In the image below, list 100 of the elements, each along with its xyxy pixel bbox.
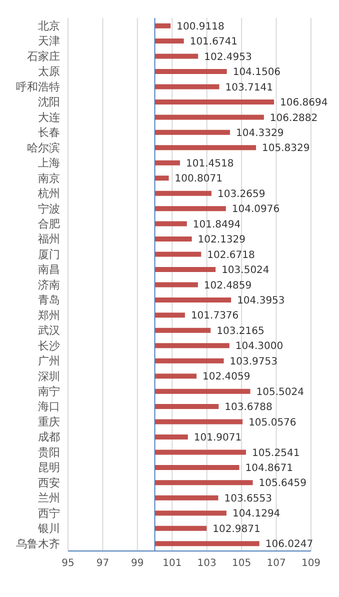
bar (154, 541, 260, 546)
data-label: 102.4059 (202, 372, 250, 383)
data-label: 101.8494 (192, 219, 241, 230)
y-tick-label: 石家庄 (27, 50, 60, 63)
y-tick-label: 广州 (38, 354, 60, 368)
bar (154, 328, 211, 333)
y-tick-label: 大连 (38, 110, 60, 124)
data-label: 102.4953 (204, 52, 252, 63)
y-tick-label: 沈阳 (38, 96, 60, 109)
y-tick-label: 长沙 (38, 339, 60, 352)
data-label: 106.8694 (280, 98, 328, 109)
y-tick-label: 成都 (38, 430, 60, 444)
bar (154, 282, 198, 288)
bar (154, 38, 184, 44)
y-tick-label: 哈尔滨 (27, 141, 60, 154)
data-label: 100.8071 (174, 174, 223, 185)
y-tick-label: 西安 (38, 476, 60, 490)
y-tick-label: 银川 (37, 522, 60, 536)
y-tick-label: 西宁 (38, 506, 60, 520)
bar (154, 221, 187, 226)
bar (154, 312, 185, 318)
y-tick-label: 杭州 (37, 187, 60, 200)
data-label: 102.4859 (204, 280, 252, 292)
data-label: 104.8671 (245, 463, 293, 474)
y-tick-label: 昆明 (38, 461, 60, 474)
x-tick-label: 107 (266, 558, 286, 570)
bar (154, 388, 250, 394)
data-label: 101.9071 (194, 432, 242, 444)
y-tick-label: 福州 (38, 232, 60, 246)
bar (154, 236, 192, 242)
data-label: 101.4518 (186, 158, 234, 170)
data-label: 102.1329 (198, 234, 246, 246)
bar (154, 419, 243, 424)
y-tick-label: 长春 (38, 126, 60, 140)
y-tick-label: 南京 (38, 172, 60, 185)
y-tick-label: 南昌 (38, 263, 60, 276)
x-tick-label: 97 (96, 558, 110, 570)
bar (154, 23, 171, 28)
y-tick-label: 深圳 (38, 370, 60, 383)
bar (154, 252, 202, 257)
y-tick-label: 济南 (38, 278, 60, 292)
data-label: 105.8329 (262, 143, 310, 154)
data-label: 101.6741 (190, 36, 238, 48)
data-label: 103.9753 (230, 356, 278, 368)
data-label: 104.1294 (232, 508, 280, 520)
data-label: 105.0576 (248, 417, 296, 428)
x-tick-label: 103 (197, 558, 216, 570)
data-label: 106.0247 (265, 539, 314, 550)
x-tick-label: 101 (162, 558, 182, 570)
data-label: 104.3000 (235, 341, 284, 352)
y-tick-label: 宁波 (38, 202, 60, 216)
bar (154, 450, 246, 455)
bar (154, 54, 198, 59)
bar (154, 464, 240, 470)
data-label: 104.3329 (236, 128, 284, 139)
y-tick-label: 武汉 (38, 324, 60, 338)
data-label: 101.7376 (190, 310, 239, 322)
y-tick-label: 乌鲁木齐 (16, 537, 60, 550)
data-label: 103.2165 (216, 326, 264, 337)
bar (154, 69, 227, 74)
y-tick-label: 海口 (38, 400, 60, 414)
x-tick-label: 105 (232, 558, 252, 570)
data-label: 105.6459 (258, 478, 306, 490)
data-label: 104.0976 (232, 204, 280, 216)
data-label: 105.5024 (256, 386, 304, 398)
data-label: 102.6718 (207, 250, 255, 261)
bar (154, 206, 226, 212)
bar (154, 343, 230, 348)
bar (154, 358, 224, 364)
data-label: 103.6553 (224, 493, 272, 504)
data-label: 103.2659 (217, 188, 266, 200)
bar (154, 176, 169, 181)
y-tick-label: 南宁 (38, 385, 60, 398)
data-label: 103.6788 (224, 402, 272, 414)
y-tick-label: 呼和浩特 (16, 80, 60, 94)
y-tick-label: 合肥 (38, 217, 60, 230)
y-tick-label: 天津 (38, 34, 60, 48)
x-tick-label: 95 (62, 558, 74, 570)
y-tick-label: 重庆 (38, 415, 60, 428)
x-tick-label: 109 (301, 558, 321, 570)
data-label: 102.9871 (212, 524, 260, 535)
y-tick-label: 兰州 (38, 492, 60, 505)
bar (154, 510, 226, 516)
bar (154, 374, 197, 379)
x-tick-label: 99 (131, 558, 144, 570)
data-label: 100.9118 (176, 21, 224, 32)
bar (154, 495, 218, 500)
y-tick-label: 郑州 (38, 308, 60, 322)
bar (154, 297, 232, 302)
bar (154, 160, 180, 166)
data-label: 105.2541 (252, 448, 300, 459)
bar (154, 526, 207, 531)
bar (154, 404, 219, 410)
data-label: 104.3953 (237, 295, 285, 306)
data-label: 106.2882 (270, 112, 318, 124)
y-tick-label: 厦门 (38, 248, 60, 261)
bar (154, 84, 220, 90)
y-tick-label: 上海 (38, 156, 60, 170)
bar (154, 130, 230, 135)
y-tick-label: 贵阳 (38, 446, 60, 459)
